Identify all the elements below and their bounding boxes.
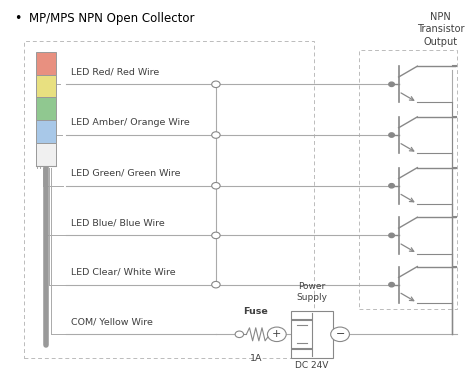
Text: LED Green/ Green Wire: LED Green/ Green Wire xyxy=(71,169,180,178)
Text: •: • xyxy=(15,12,22,25)
Circle shape xyxy=(270,331,279,338)
Text: LED Amber/ Orange Wire: LED Amber/ Orange Wire xyxy=(71,118,190,127)
Text: −: − xyxy=(336,329,345,339)
Text: DC 24V: DC 24V xyxy=(295,362,328,371)
Circle shape xyxy=(389,133,394,137)
Circle shape xyxy=(235,331,244,338)
Circle shape xyxy=(389,184,394,188)
Text: LED Blue/ Blue Wire: LED Blue/ Blue Wire xyxy=(71,218,164,227)
Bar xyxy=(36,143,56,166)
Text: MP/MPS NPN Open Collector: MP/MPS NPN Open Collector xyxy=(28,12,194,25)
Circle shape xyxy=(212,183,220,189)
Circle shape xyxy=(331,327,349,341)
Text: Fuse: Fuse xyxy=(243,307,268,316)
Bar xyxy=(36,74,56,97)
Circle shape xyxy=(212,281,220,288)
Circle shape xyxy=(212,232,220,239)
Bar xyxy=(291,311,333,358)
Circle shape xyxy=(389,282,394,287)
Text: COM/ Yellow Wire: COM/ Yellow Wire xyxy=(71,317,153,327)
Text: Power
Supply: Power Supply xyxy=(296,282,328,302)
Bar xyxy=(359,50,457,309)
Text: LED Red/ Red Wire: LED Red/ Red Wire xyxy=(71,67,159,76)
Circle shape xyxy=(389,82,394,86)
Text: 1A: 1A xyxy=(249,354,262,363)
Bar xyxy=(36,97,56,120)
Bar xyxy=(24,41,314,358)
Bar xyxy=(36,52,56,74)
Text: +: + xyxy=(272,329,282,339)
Text: NPN
Transistor
Output: NPN Transistor Output xyxy=(417,12,465,47)
Circle shape xyxy=(212,132,220,138)
Bar xyxy=(36,120,56,143)
Text: LED Clear/ White Wire: LED Clear/ White Wire xyxy=(71,268,175,277)
Circle shape xyxy=(389,233,394,237)
Circle shape xyxy=(267,327,286,341)
Circle shape xyxy=(212,81,220,88)
